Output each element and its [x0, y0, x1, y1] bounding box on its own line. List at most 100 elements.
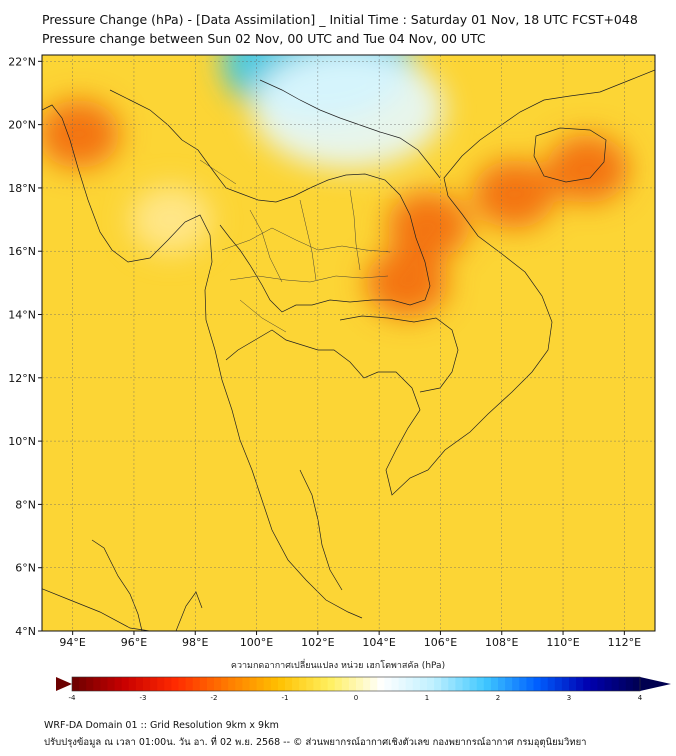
colorbar-segment: [604, 677, 613, 691]
colorbar-tick-label: 0: [354, 694, 358, 702]
colorbar-segment: [171, 677, 180, 691]
colorbar-segment: [632, 677, 641, 691]
title-line-2: Pressure change between Sun 02 Nov, 00 U…: [42, 31, 486, 46]
colorbar-segment: [348, 677, 357, 691]
colorbar-tick-label: 3: [567, 694, 571, 702]
colorbar-segment: [512, 677, 520, 691]
colorbar-min-arrow: [56, 677, 72, 691]
colorbar-segment: [164, 677, 172, 691]
colorbar-segment: [178, 677, 187, 691]
lat-tick-label: 8°N: [15, 498, 36, 511]
colorbar-segment: [242, 677, 251, 691]
colorbar-segment: [363, 677, 371, 691]
lon-tick-label: 106°E: [424, 636, 457, 649]
colorbar-segment: [157, 677, 165, 691]
colorbar-segment: [469, 677, 478, 691]
lon-tick-label: 104°E: [362, 636, 395, 649]
colorbar-segment: [228, 677, 236, 691]
lat-tick-label: 12°N: [8, 372, 36, 385]
colorbar-segment: [256, 677, 265, 691]
colorbar-segment: [498, 677, 506, 691]
colorbar-label: ความกดอากาศเปลี่ยนแปลง หน่วย เฮกโตพาสคัล…: [230, 661, 446, 671]
colorbar-segment: [192, 677, 201, 691]
colorbar-segment: [419, 677, 428, 691]
colorbar-segment: [490, 677, 499, 691]
colorbar-segment: [618, 677, 627, 691]
colorbar-segment: [569, 677, 577, 691]
colorbar-segment: [427, 677, 435, 691]
pressure-field: [42, 55, 655, 631]
colorbar-segments: [72, 677, 641, 691]
colorbar-segment: [441, 677, 449, 691]
title-line-1: Pressure Change (hPa) - [Data Assimilati…: [42, 12, 638, 27]
colorbar-segment: [476, 677, 485, 691]
colorbar-segment: [306, 677, 314, 691]
gridlines: [42, 55, 655, 631]
colorbar-segment: [150, 677, 158, 691]
lon-tick-label: 102°E: [301, 636, 334, 649]
coastline-borders: [42, 69, 655, 631]
colorbar-max-arrow: [640, 677, 671, 691]
colorbar-segment: [263, 677, 272, 691]
footer-line-2: ปรับปรุงข้อมูล ณ เวลา 01:00น. วัน อา. ที…: [44, 737, 587, 748]
colorbar-ticks: -4 -3 -2 -1 0 1 2 3 4: [69, 694, 643, 702]
field-hotspot-2: [365, 248, 448, 317]
colorbar-segment: [398, 677, 407, 691]
colorbar-segment: [72, 677, 80, 691]
lat-tick-label: 22°N: [8, 55, 36, 68]
colorbar-segment: [576, 677, 584, 691]
field-hotspot-4: [546, 134, 629, 203]
lon-tick-label: 112°E: [608, 636, 641, 649]
colorbar-segment: [526, 677, 535, 691]
colorbar-segment: [356, 677, 364, 691]
colorbar-segment: [100, 677, 109, 691]
colorbar-segment: [86, 677, 94, 691]
field-hotspot-0: [42, 100, 120, 169]
lon-tick-label: 100°E: [240, 636, 273, 649]
colorbar-segment: [185, 677, 194, 691]
colorbar-segment: [448, 677, 456, 691]
colorbar-tick-label: 4: [638, 694, 643, 702]
lat-tick-label: 18°N: [8, 182, 36, 195]
lat-tick-label: 10°N: [8, 435, 36, 448]
field-hotspot-6: [252, 55, 445, 169]
colorbar-segment: [625, 677, 634, 691]
colorbar-segment: [121, 677, 130, 691]
colorbar-segment: [519, 677, 527, 691]
colorbar-segment: [299, 677, 307, 691]
lat-tick-label: 6°N: [15, 562, 36, 575]
colorbar-segment: [590, 677, 598, 691]
colorbar-segment: [128, 677, 137, 691]
colorbar-segment: [249, 677, 258, 691]
colorbar-segment: [405, 677, 414, 691]
colorbar-segment: [135, 677, 144, 691]
colorbar-segment: [611, 677, 620, 691]
colorbar-segment: [547, 677, 556, 691]
colorbar-segment: [561, 677, 570, 691]
colorbar-segment: [434, 677, 442, 691]
colorbar-segment: [462, 677, 471, 691]
colorbar-frame: [71, 676, 641, 692]
lon-tick-label: 96°E: [121, 636, 147, 649]
lon-tick-label: 110°E: [546, 636, 579, 649]
colorbar-segment: [199, 677, 208, 691]
lat-tick-label: 4°N: [15, 625, 36, 638]
latitude-axis: 22°N 20°N 18°N 16°N 14°N 12°N 10°N 8°N 6°N 4°N: [8, 55, 42, 638]
colorbar-segment: [597, 677, 606, 691]
colorbar-tick-label: -1: [282, 694, 289, 702]
field-hotspot-3: [473, 160, 555, 229]
field-hotspot-1: [387, 191, 469, 260]
colorbar-segment: [384, 677, 393, 691]
colorbar-tick-label: -3: [140, 694, 147, 702]
lat-tick-label: 16°N: [8, 245, 36, 258]
colorbar-segment: [270, 677, 279, 691]
colorbar-tick-label: 1: [425, 694, 429, 702]
colorbar-tick-label: -4: [69, 694, 77, 702]
colorbar-segment: [327, 677, 336, 691]
lon-tick-label: 108°E: [485, 636, 518, 649]
colorbar-segment: [412, 677, 421, 691]
colorbar-segment: [533, 677, 542, 691]
lat-tick-label: 14°N: [8, 309, 36, 322]
colorbar-segment: [235, 677, 243, 691]
lon-tick-label: 98°E: [182, 636, 208, 649]
